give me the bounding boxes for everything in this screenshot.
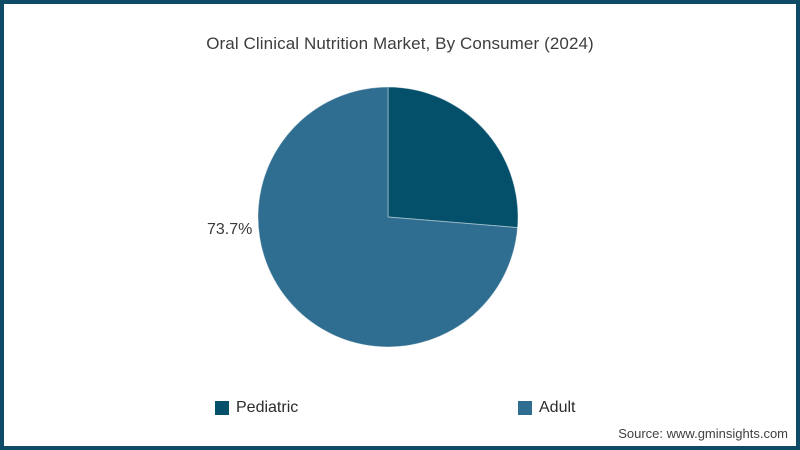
pie-chart (257, 86, 519, 348)
legend-item-adult: Adult (518, 399, 575, 417)
source-credit: Source: www.gminsights.com (618, 426, 788, 441)
adult-legend-swatch-icon (518, 401, 532, 415)
legend-label-adult: Adult (539, 399, 576, 416)
pie-slice-pediatric (387, 86, 519, 229)
adult-slice-percentage-label: 73.7% (207, 221, 253, 238)
legend-label-pediatric: Pediatric (236, 399, 299, 416)
chart-title: Oral Clinical Nutrition Market, By Consu… (206, 34, 594, 53)
pie-slice-adult (257, 86, 519, 348)
pediatric-legend-swatch-icon (215, 401, 229, 415)
legend-item-pediatric: Pediatric (215, 399, 298, 417)
